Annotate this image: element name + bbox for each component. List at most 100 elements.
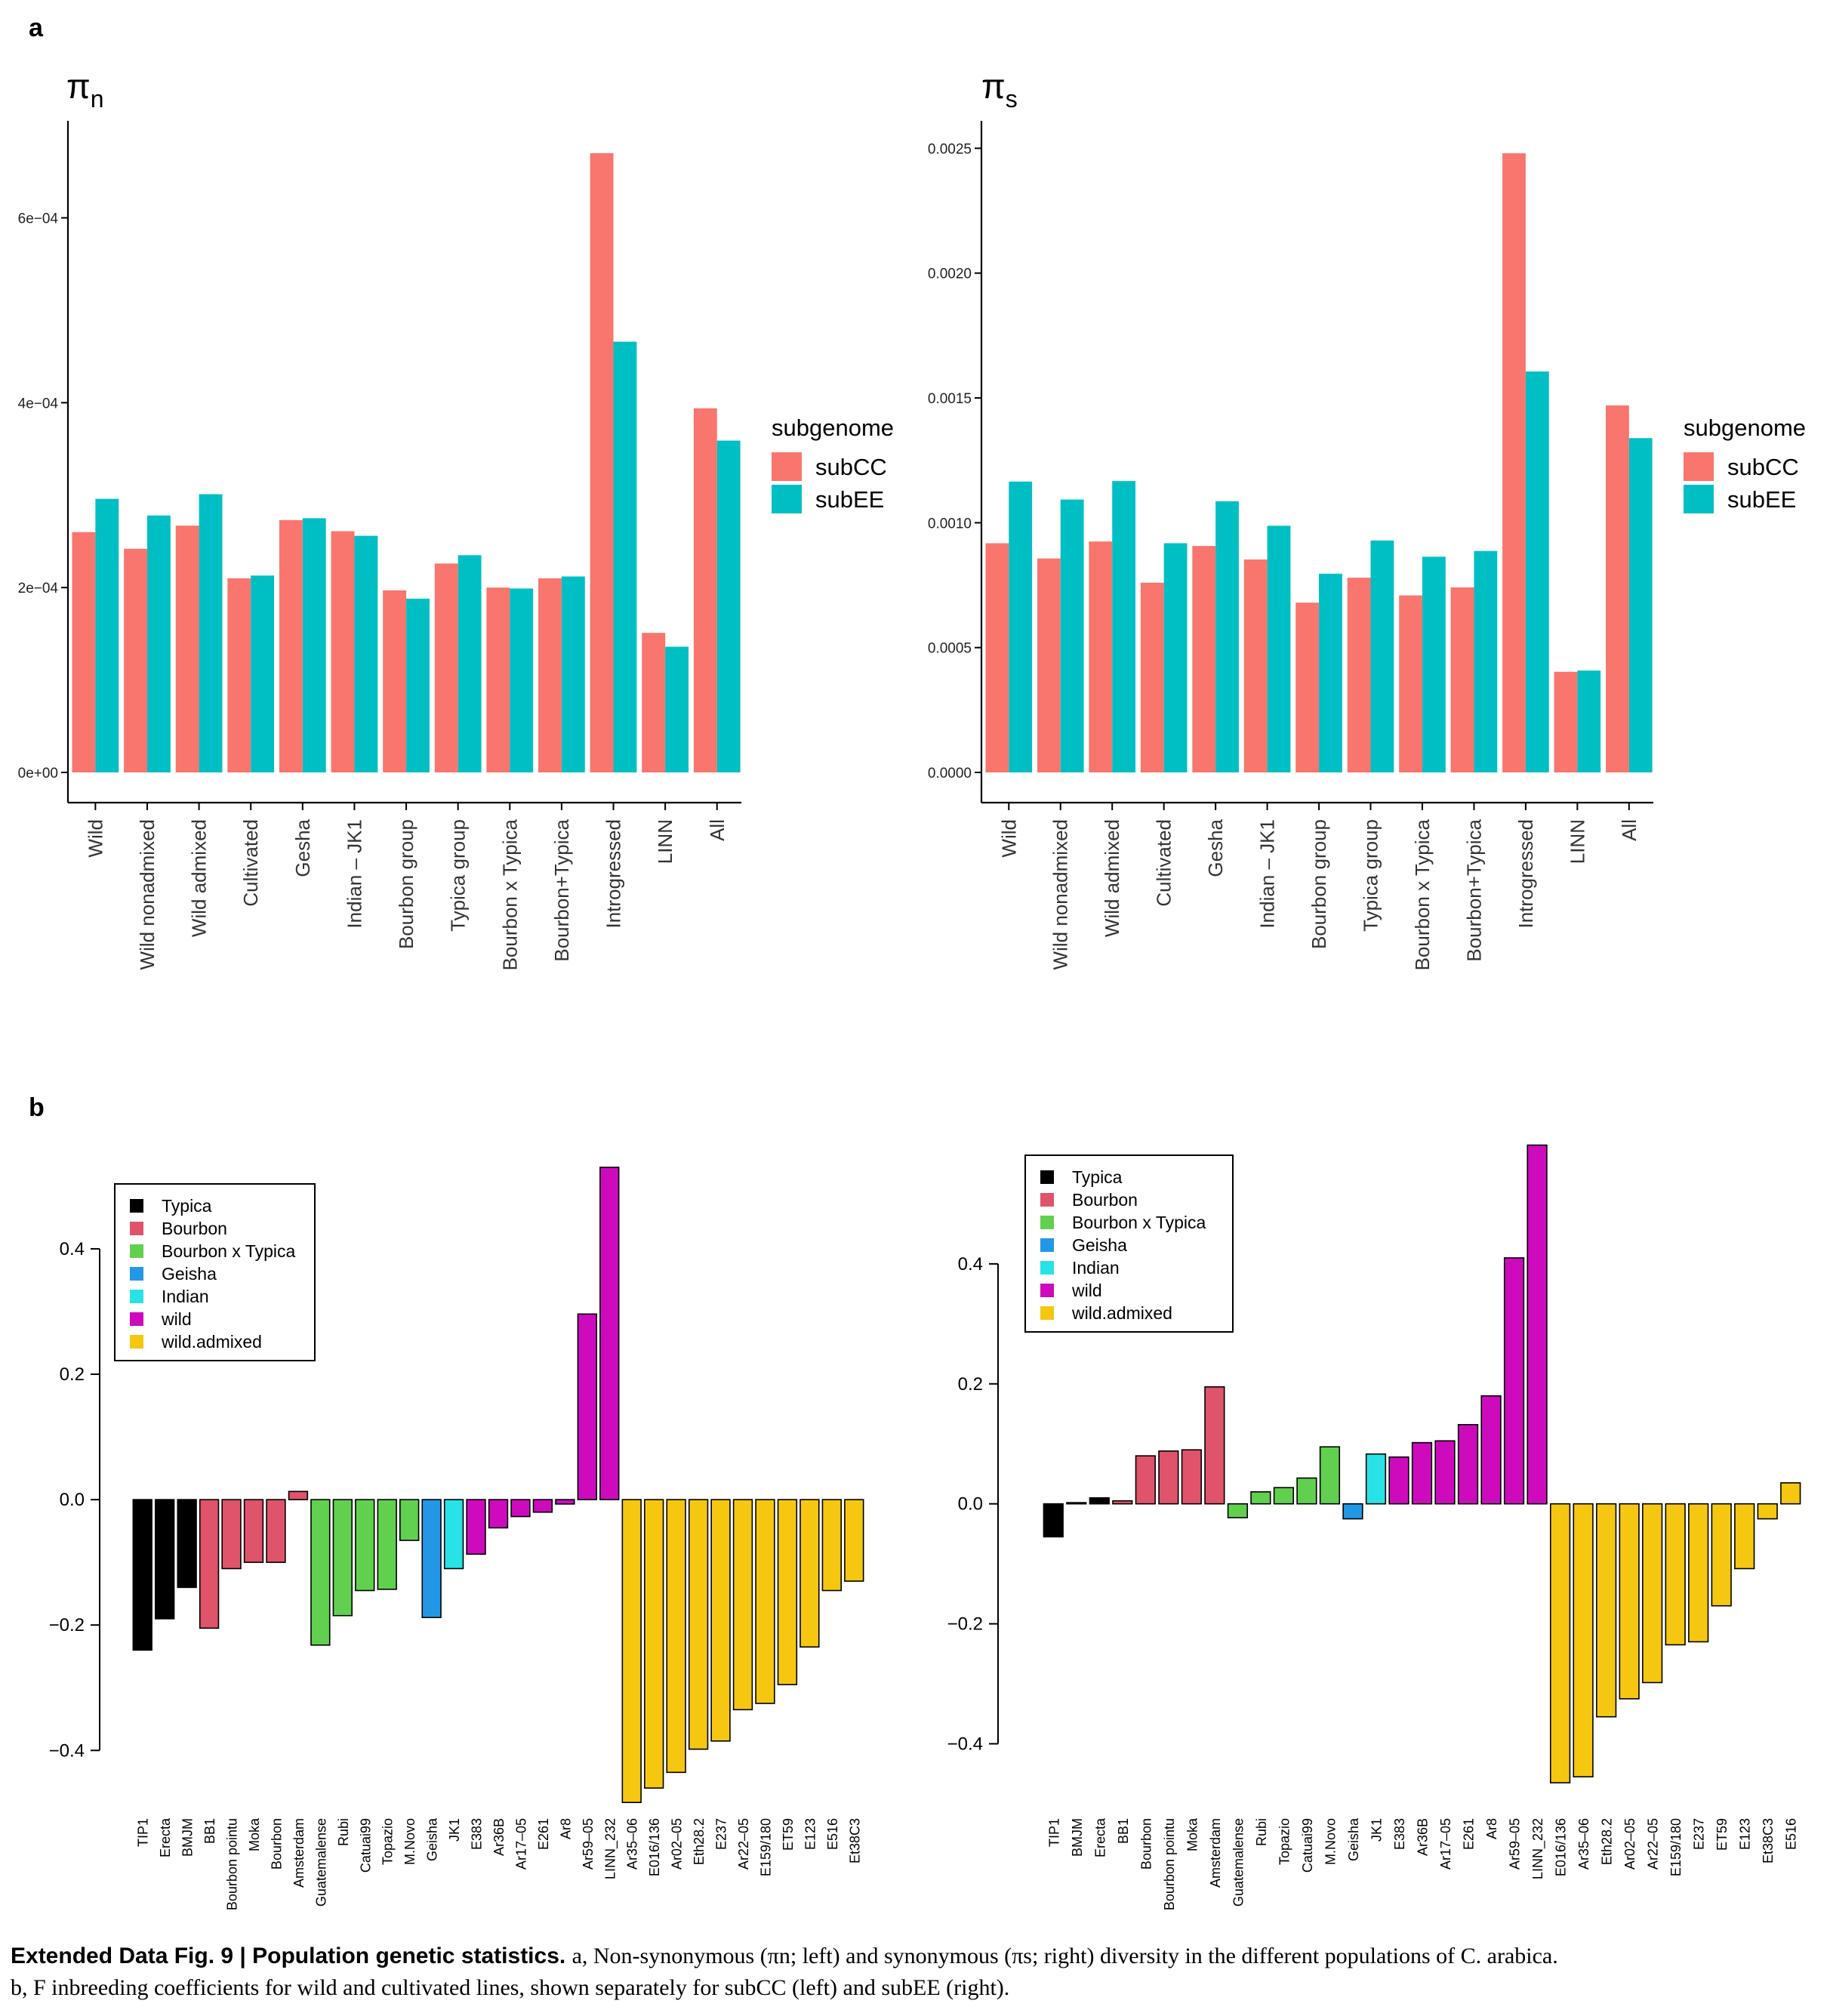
bar-subcc-wild — [72, 532, 96, 772]
bar-subcc-cultivated — [227, 578, 251, 772]
bar-m-novo — [1319, 1446, 1341, 1505]
bar-e261 — [1457, 1424, 1479, 1505]
caption-line-1-text: a, Non-synonymous (πn; left) and synonym… — [571, 1944, 1558, 1968]
bar-subcc-bourbon-x-typica — [1399, 595, 1422, 772]
x-tick-label: Ar17–05 — [513, 1818, 528, 1870]
bar-erecta — [1089, 1497, 1110, 1505]
bar-subee-introgressed — [613, 341, 637, 772]
x-tick-label: Bourbon — [1138, 1818, 1154, 1870]
bar-subee-gesha — [302, 518, 326, 772]
legend-label: wild — [161, 1309, 192, 1329]
legend-swatch-typica — [130, 1199, 143, 1213]
legend-label: wild — [1071, 1281, 1102, 1300]
chart-pi_s: 0.0000 0.0005 0.0010 0.0015 0.0020 0.0025 Wild… — [928, 66, 1806, 970]
legend-label: subCC — [1727, 454, 1799, 480]
x-tick-label: Moka — [247, 1817, 262, 1851]
bar-e516 — [1780, 1482, 1801, 1505]
legend-label: Typica — [162, 1196, 212, 1216]
legend-swatch-bourbon-x-typica — [130, 1244, 143, 1258]
legend-swatch-geisha — [1040, 1238, 1054, 1252]
x-tick-label: Typica group — [447, 819, 470, 932]
x-tick-label: Gesha — [1204, 818, 1227, 877]
bar-e383 — [466, 1499, 486, 1555]
bar-ar17-05 — [1434, 1440, 1456, 1505]
bar-ar35-06 — [621, 1499, 642, 1803]
bar-moka — [243, 1499, 264, 1563]
x-tick-label: E159/180 — [1668, 1818, 1684, 1876]
y-tick-label: −0.4 — [947, 1734, 983, 1754]
bar-subcc-indian-jk1 — [1243, 559, 1268, 772]
legend-swatch-bourbon — [1040, 1193, 1054, 1207]
x-tick-label: Bourbon pointu — [1162, 1818, 1177, 1910]
x-tick-label: Ar8 — [1484, 1818, 1499, 1839]
x-tick-label: Eth28.2 — [1600, 1818, 1615, 1865]
bar-subcc-bourbon-typica — [538, 578, 562, 772]
y-tick-label: 4e−04 — [18, 396, 59, 412]
legend-box — [114, 1183, 316, 1361]
bar-subee-bourbon-group — [406, 598, 430, 772]
bar-e159-180 — [755, 1499, 775, 1704]
y-tick-label: 2e−04 — [18, 581, 59, 596]
x-tick-label: Bourbon — [269, 1818, 284, 1870]
chart-title-sub: s — [1006, 85, 1018, 113]
x-tick-label: Wild — [997, 819, 1020, 858]
x-tick-label: Bourbon x Typica — [498, 818, 521, 970]
x-tick-label: Ar59–05 — [1508, 1818, 1523, 1870]
legend-swatch-wild — [130, 1312, 143, 1326]
bar-subcc-bourbon-group — [1295, 603, 1320, 772]
bar-et38c3 — [844, 1499, 864, 1582]
x-tick-label: E383 — [1392, 1818, 1407, 1850]
x-tick-label: LINN — [1566, 819, 1588, 864]
bar-topazio — [1273, 1487, 1295, 1505]
y-tick-label: 0.0 — [60, 1490, 85, 1510]
x-tick-label: LINN — [654, 819, 676, 864]
x-tick-label: Moka — [1185, 1817, 1200, 1851]
bar-subee-indian-jk1 — [354, 535, 378, 772]
bar-e237 — [710, 1499, 731, 1742]
x-tick-label: Guatemalense — [1231, 1818, 1246, 1907]
x-tick-label: BMJM — [1070, 1818, 1085, 1857]
bar-subcc-all — [1606, 405, 1629, 772]
legend-swatch-subee — [772, 485, 802, 513]
bar-bourbon — [1135, 1455, 1156, 1505]
x-tick-label: Catuai99 — [1300, 1818, 1315, 1873]
bar-subee-wild-nonadmixed — [146, 515, 171, 772]
x-tick-label: Bourbon x Typica — [1411, 818, 1434, 970]
x-tick-label: Guatemalense — [313, 1818, 328, 1907]
x-tick-label: TIP1 — [1046, 1818, 1061, 1847]
legend-swatch-subcc — [1684, 452, 1714, 481]
x-tick-label: E261 — [536, 1818, 551, 1850]
y-tick-label: −0.2 — [49, 1615, 85, 1635]
x-tick-label: Amsterdam — [291, 1818, 307, 1888]
bar-e016-136 — [644, 1499, 664, 1789]
y-tick-label: 0.0 — [958, 1494, 983, 1515]
bar-amsterdam — [288, 1490, 309, 1500]
bar-subee-wild — [95, 498, 119, 772]
x-tick-label: Erecta — [1092, 1817, 1108, 1857]
bar-geisha — [1342, 1503, 1363, 1520]
x-tick-label: ET59 — [781, 1818, 796, 1851]
x-tick-label: E123 — [803, 1818, 818, 1850]
bar-catuai99 — [1296, 1477, 1317, 1505]
y-tick-label: 0.0020 — [928, 267, 972, 282]
bar-et59 — [1711, 1503, 1732, 1607]
bar-linn-232 — [1527, 1144, 1548, 1505]
bar-ar8 — [555, 1499, 575, 1505]
bar-subcc-wild-nonadmixed — [1037, 558, 1061, 772]
bar-linn-232 — [599, 1167, 620, 1500]
x-tick-label: Ar59–05 — [581, 1818, 596, 1870]
x-tick-label: Erecta — [158, 1817, 173, 1857]
bar-ar59-05 — [577, 1313, 597, 1500]
x-tick-label: Bourbon group — [395, 819, 417, 949]
bar-subcc-gesha — [279, 519, 303, 772]
chart-F_subCC: −0.4 −0.2 0.0 0.2 0.4 TIP1 Erecta BMJM BB1 Bourbo… — [49, 1167, 864, 1910]
legend-swatch-wild-admixed — [130, 1335, 143, 1349]
caption-line-2: b, F inbreeding coefficients for wild an… — [11, 1975, 1010, 2000]
bar-subee-wild-admixed — [199, 494, 223, 772]
bar-m-novo — [399, 1499, 420, 1541]
bar-bb1 — [1112, 1500, 1133, 1505]
bar-eth28-2 — [688, 1499, 709, 1750]
bar-subcc-typica-group — [1347, 578, 1371, 772]
legend: subgenome subCC subEE — [1684, 415, 1806, 513]
legend-swatch-indian — [1040, 1261, 1054, 1275]
